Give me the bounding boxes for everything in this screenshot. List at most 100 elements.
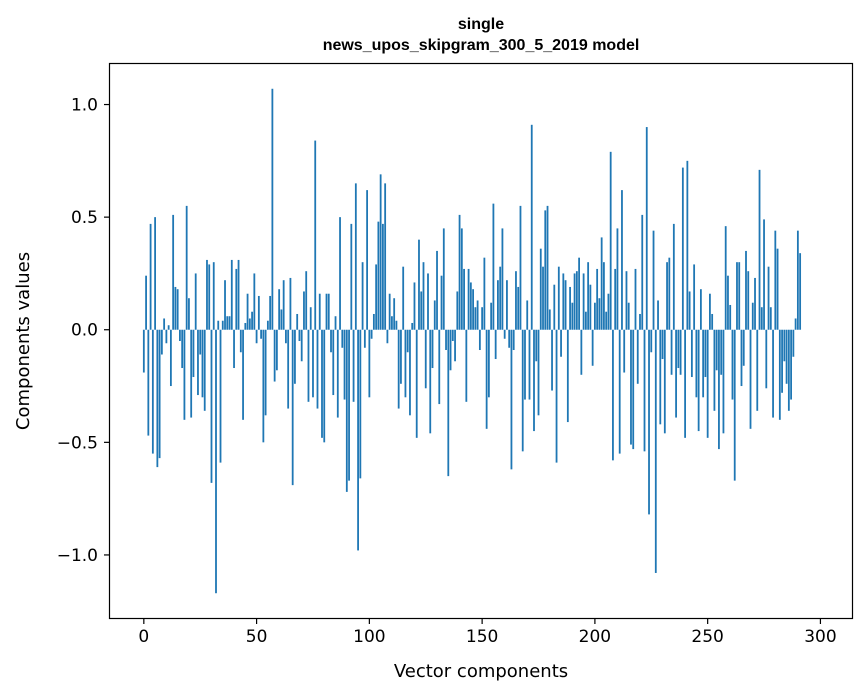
bar (639, 313, 641, 330)
bar (345, 329, 348, 492)
bar (370, 329, 373, 339)
bar (535, 329, 538, 362)
bar (332, 329, 335, 396)
bar (625, 271, 628, 330)
bar (722, 329, 725, 434)
bar (465, 329, 468, 402)
bar (273, 329, 276, 382)
bar (239, 329, 242, 353)
bar (659, 329, 662, 425)
bar (163, 318, 166, 330)
bar (429, 329, 432, 434)
bar (760, 307, 763, 330)
bar (553, 284, 556, 330)
y-axis-label: Components values (13, 252, 34, 430)
bar (386, 329, 389, 344)
bar (255, 329, 258, 344)
x-axis-label: Vector components (394, 661, 568, 682)
bar (436, 250, 438, 330)
bar (569, 286, 571, 330)
bar (684, 329, 686, 438)
bar (713, 329, 716, 411)
bar (767, 266, 770, 330)
bar (149, 223, 152, 330)
bar (652, 230, 655, 330)
bar (445, 329, 447, 351)
bar (350, 223, 353, 330)
bar (334, 316, 337, 330)
x-tick-label: 150 (466, 627, 498, 647)
bar (235, 268, 238, 330)
bar (226, 316, 229, 330)
bar (323, 329, 326, 443)
bar (623, 329, 626, 373)
bar (361, 262, 364, 330)
bar (156, 329, 159, 468)
bar (627, 302, 630, 330)
bar (160, 329, 163, 355)
bar (285, 329, 287, 344)
bar (451, 329, 454, 341)
bar (312, 329, 314, 398)
bar (472, 289, 474, 330)
bar (632, 329, 635, 450)
bar (688, 291, 691, 330)
bar (740, 329, 743, 387)
bar (506, 280, 508, 330)
bar (402, 266, 405, 330)
bar (280, 309, 283, 330)
bar (395, 320, 398, 330)
bar (420, 291, 423, 330)
bar (348, 329, 350, 481)
bar (677, 329, 680, 369)
bar (431, 329, 434, 369)
bar (718, 329, 720, 450)
bar (641, 214, 644, 330)
bar (603, 262, 605, 330)
bar (609, 151, 612, 330)
bar (758, 169, 761, 330)
bar (763, 219, 765, 330)
bar (208, 264, 211, 330)
bar (368, 329, 371, 398)
bar (447, 329, 450, 477)
bar (544, 210, 547, 330)
bar (357, 329, 359, 551)
bar (190, 329, 193, 418)
bar (709, 293, 711, 330)
bar (476, 300, 479, 330)
bar (537, 329, 540, 416)
bar (663, 329, 666, 434)
bar (494, 329, 497, 360)
bar (742, 329, 745, 366)
bar (278, 289, 281, 330)
bar (411, 322, 414, 330)
bar (501, 228, 504, 330)
bar (596, 268, 599, 330)
bar (785, 329, 788, 384)
y-tick-label: 1.0 (71, 96, 98, 116)
bar (363, 329, 366, 348)
bar (230, 259, 233, 330)
bar (648, 329, 650, 515)
bar (530, 124, 533, 330)
bar (354, 183, 357, 330)
bar (224, 280, 226, 330)
bar (593, 302, 596, 330)
bar (650, 329, 653, 353)
bar (636, 329, 639, 384)
bar (266, 320, 269, 330)
bar (442, 228, 445, 330)
chart-title-line-2: news_upos_skipgram_300_5_2019 model (323, 37, 640, 54)
bar (555, 329, 558, 463)
bar (706, 329, 709, 438)
bar (600, 237, 603, 330)
bar (438, 329, 441, 405)
bar (566, 329, 569, 423)
bar (287, 329, 290, 409)
bar (244, 322, 247, 330)
bar (736, 262, 738, 330)
bar (393, 298, 396, 330)
x-tick-label: 250 (691, 627, 723, 647)
bar (666, 262, 668, 330)
